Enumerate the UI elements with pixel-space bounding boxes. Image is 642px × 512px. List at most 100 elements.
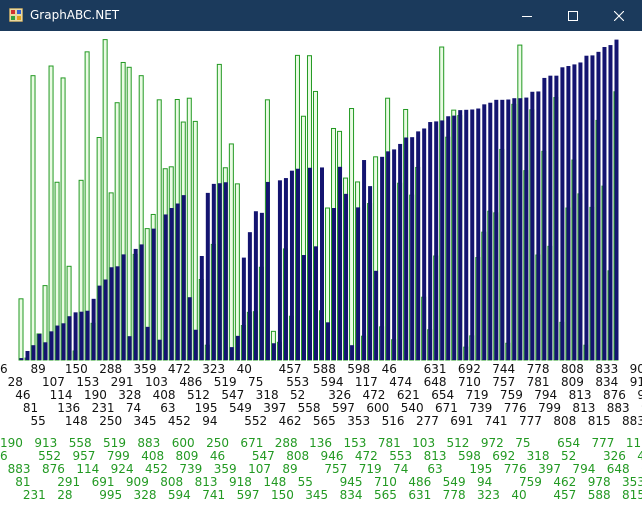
sorted-bar (115, 266, 120, 360)
sorted-bar (524, 97, 529, 360)
sorted-bar (446, 116, 451, 360)
title-bar[interactable]: GraphABC.NET (0, 0, 642, 31)
sorted-bar (187, 297, 192, 360)
unsorted-row-3: 883 876 114 924 452 739 359 107 89 757 7… (0, 462, 642, 476)
sorted-bar (440, 120, 445, 360)
sort-bar-chart (18, 39, 619, 361)
sorted-bar (283, 178, 288, 360)
minimize-icon (522, 15, 532, 17)
sorted-bar (139, 244, 144, 360)
close-button[interactable] (596, 0, 642, 31)
sorted-bar (61, 323, 66, 360)
sorted-bar (301, 255, 306, 360)
sorted-bar (566, 66, 571, 360)
sorted-bar (386, 151, 391, 360)
sorted-row-1: 6 89 150 288 359 472 323 40 457 588 598 … (0, 362, 642, 376)
sorted-bar (67, 316, 72, 360)
sorted-bar (554, 75, 559, 360)
sorted-bar (193, 329, 198, 360)
sorted-row-5: 55 148 250 345 452 94 552 462 565 353 51… (30, 414, 642, 428)
sorted-bar (356, 207, 361, 360)
close-icon (614, 10, 624, 21)
sorted-bar (121, 254, 126, 360)
sorted-bar (19, 358, 24, 360)
sorted-bar (73, 312, 78, 360)
sorted-bar (229, 347, 234, 360)
sorted-bar (133, 248, 138, 360)
sorted-bar (536, 91, 541, 360)
sorted-bar (542, 77, 547, 360)
sorted-bar (205, 192, 210, 360)
sorted-bar (458, 110, 463, 361)
sorted-bar (380, 156, 385, 360)
graphics-canvas: 6 89 150 288 359 472 323 40 457 588 598 … (0, 31, 642, 512)
sorted-bar (398, 143, 403, 360)
sorted-bar (97, 285, 102, 360)
maximize-icon (568, 10, 578, 21)
sorted-bar (332, 208, 337, 360)
sorted-bar (259, 212, 264, 360)
sorted-bar (374, 270, 379, 360)
sorted-bar (452, 115, 457, 361)
sorted-bar (584, 55, 589, 361)
sorted-bar (307, 167, 312, 360)
sorted-bar (368, 186, 373, 360)
sorted-bar (235, 335, 240, 360)
app-grid-icon (9, 8, 23, 22)
sorted-bar (151, 228, 156, 360)
number-rows: 6 89 150 288 359 472 323 40 457 588 598 … (0, 31, 642, 512)
sorted-bar (422, 128, 427, 360)
minimize-button[interactable] (504, 0, 550, 31)
sorted-bar (85, 310, 90, 360)
sorted-bar (548, 75, 553, 360)
sorted-bar (277, 180, 282, 360)
sorted-bar (572, 64, 577, 361)
sorted-bar (181, 195, 186, 360)
sorted-bar (512, 98, 517, 361)
sorted-bar (338, 166, 343, 360)
maximize-button[interactable] (550, 0, 596, 31)
sorted-bar (175, 203, 180, 360)
sorted-bar (109, 267, 114, 360)
unsorted-row-4: 81 291 691 909 808 813 918 148 55 945 71… (15, 475, 642, 489)
sorted-bar (37, 333, 42, 360)
sorted-bar (518, 98, 523, 361)
sorted-bar (253, 211, 258, 360)
sorted-bar (211, 183, 216, 360)
sorted-bar (25, 350, 30, 360)
sorted-bar (350, 345, 355, 360)
sorted-bar (470, 109, 475, 360)
sorted-bar (404, 137, 409, 360)
sorted-bar (428, 122, 433, 361)
sorted-bar (103, 279, 108, 360)
unsorted-row-1: 190 913 558 519 883 600 250 671 288 136 … (0, 436, 642, 450)
sorted-bar (241, 257, 246, 360)
sorted-bar (326, 322, 331, 360)
sorted-bar (614, 39, 619, 361)
unsorted-row-2: 6 552 957 799 408 809 46 547 808 946 472… (0, 449, 642, 463)
sorted-bar (313, 246, 318, 360)
sorted-bar (127, 336, 132, 360)
sorted-bar (223, 182, 228, 360)
sorted-bar (464, 109, 469, 360)
sorted-bar (79, 311, 84, 360)
sorted-bar (434, 121, 439, 360)
sorted-bar (55, 325, 60, 360)
sorted-bar (265, 181, 270, 360)
unsorted-row-5: 231 28 995 328 594 741 597 150 345 834 5… (22, 488, 642, 502)
sorted-bar (590, 55, 595, 360)
sorted-bar (416, 131, 421, 360)
sorted-bar (169, 208, 174, 360)
sorted-bar (289, 170, 294, 360)
sorted-bar (506, 99, 511, 360)
sorted-bar (488, 102, 493, 361)
sorted-bar (199, 255, 204, 360)
sorted-bar (578, 62, 583, 361)
sorted-bar (560, 67, 565, 360)
sorted-bar (344, 193, 349, 360)
sorted-row-3: 46 114 190 328 408 512 547 318 52 326 47… (0, 388, 642, 402)
sorted-bar (476, 108, 481, 360)
sorted-bar (295, 168, 300, 360)
sorted-bar (163, 214, 168, 360)
sorted-bar (217, 183, 222, 360)
